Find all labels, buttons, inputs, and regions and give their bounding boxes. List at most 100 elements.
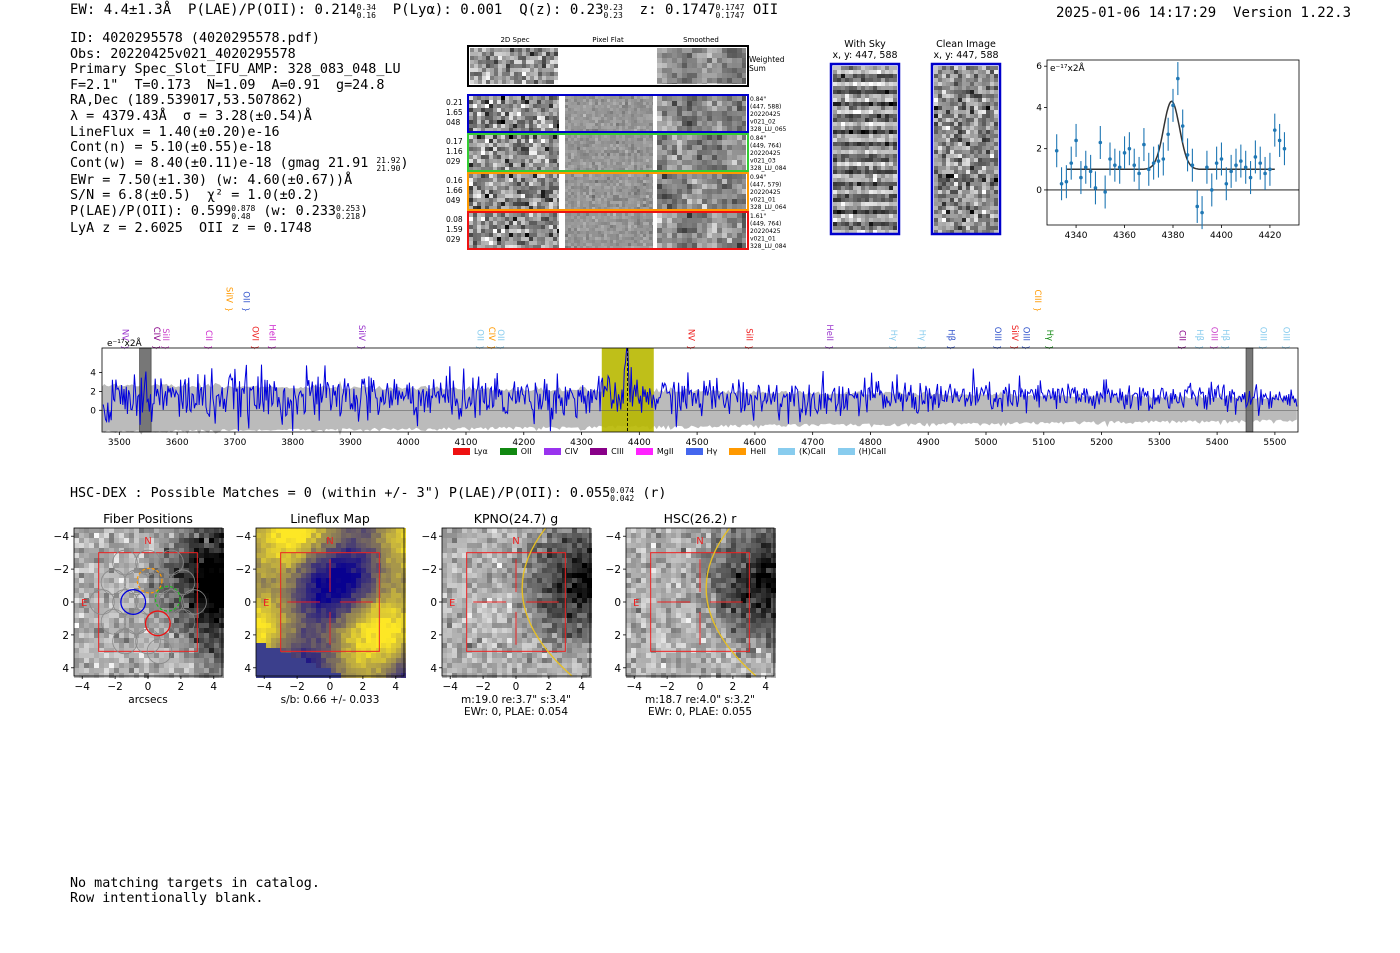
clean-pixel	[982, 150, 986, 154]
clean-pixel	[990, 122, 994, 126]
clean-pixel	[990, 222, 994, 226]
clean-pixel	[978, 98, 982, 102]
cutout-flat-pixel	[613, 228, 616, 231]
sky-pixel	[849, 214, 853, 218]
cutout-flat-pixel	[592, 180, 595, 183]
cutout-2d-pixel	[557, 151, 559, 155]
x-tick-label: 3700	[223, 438, 246, 448]
sky-pixel	[893, 74, 897, 78]
cutout-2d-pixel	[529, 206, 533, 209]
clean-pixel	[946, 226, 950, 230]
cutout-flat-pixel	[646, 120, 649, 123]
cutout-2d-pixel	[481, 104, 485, 108]
cutout-smooth-pixel	[727, 140, 732, 145]
weighted-smooth-pixel	[657, 63, 662, 68]
cutout-2d-pixel	[521, 108, 525, 112]
cutout-flat-pixel	[646, 216, 649, 219]
clean-pixel	[938, 166, 942, 170]
sky-pixel	[869, 170, 873, 174]
cutout-smooth-pixel	[707, 96, 712, 101]
cutout-2d-pixel	[525, 151, 529, 155]
weighted-2d-pixel	[534, 52, 538, 56]
cutout-flat-pixel	[622, 174, 625, 177]
cutout-flat-pixel	[646, 159, 649, 162]
cutout-flat-pixel	[634, 204, 637, 207]
cutout-smooth-pixel	[732, 101, 737, 106]
cutout-flat-pixel	[625, 219, 628, 222]
cutout-2d-pixel	[553, 202, 557, 206]
line-brace: }	[889, 345, 898, 350]
sky-panels: With Sky x, y: 447, 588 Clean Image x, y…	[829, 39, 1002, 236]
cutout-smooth-pixel	[717, 155, 722, 160]
sky-pixel	[873, 94, 877, 98]
cutout-flat-pixel	[610, 204, 613, 207]
cutout-smooth-pixel	[737, 218, 742, 223]
cutout-smooth-pixel	[732, 96, 737, 101]
weighted-smooth-pixel	[692, 73, 697, 78]
cutout-2d-pixel	[529, 159, 533, 163]
clean-pixel	[990, 102, 994, 106]
clean-pixel	[962, 182, 966, 186]
sky-pixel	[837, 146, 841, 150]
cutout-smooth-pixel	[712, 204, 717, 209]
clean-pixel	[958, 78, 962, 82]
cutout-flat-pixel	[601, 246, 604, 248]
cutout-smooth-pixel	[702, 101, 707, 106]
sky-pixel	[889, 166, 893, 170]
cutout-2d-pixel	[525, 108, 529, 112]
cutout-flat-pixel	[643, 207, 646, 209]
cutout-smooth-pixel	[677, 228, 682, 233]
cutout-flat-pixel	[628, 129, 631, 131]
cutout-flat-pixel	[574, 201, 577, 204]
thumb-pixel	[84, 533, 89, 538]
sky-pixel	[877, 146, 881, 150]
cutout-smooth-pixel	[737, 116, 742, 121]
cutout-flat-pixel	[586, 222, 589, 225]
cutout-flat-pixel	[598, 240, 601, 243]
info-contn: Cont(n) = 5.10(±0.55)e-18	[70, 140, 272, 156]
cutout-smooth-pixel	[682, 243, 687, 248]
cutout-flat-pixel	[610, 216, 613, 219]
weighted-2d-pixel	[494, 56, 498, 60]
clean-pixel	[934, 194, 938, 198]
cutout-flat-pixel	[574, 195, 577, 198]
x-tick-label: 5500	[1263, 438, 1286, 448]
cutout-smooth-pixel	[672, 184, 677, 189]
cutout-2d-pixel	[489, 120, 493, 124]
cutout-flat-pixel	[568, 201, 571, 204]
thumb-pixel	[114, 543, 119, 548]
cutout-flat-pixel	[616, 222, 619, 225]
cutout-2d-pixel	[481, 241, 485, 245]
sky-pixel	[837, 86, 841, 90]
sky-pixel	[841, 154, 845, 158]
cutout-flat-pixel	[607, 228, 610, 231]
cutout-2d-pixel	[533, 167, 537, 170]
cutout-flat-pixel	[622, 123, 625, 126]
cutout-flat-pixel	[610, 234, 613, 237]
weighted-2d-pixel	[546, 64, 550, 68]
weighted-smooth-pixel	[732, 53, 737, 58]
cutout-flat-pixel	[613, 102, 616, 105]
row-meta-r3: 20220425	[750, 228, 781, 235]
cutout-flat-pixel	[565, 147, 568, 150]
sky-pixel	[865, 106, 869, 110]
sky-pixel	[849, 78, 853, 82]
cutout-flat-pixel	[571, 225, 574, 228]
cutout-flat-pixel	[604, 192, 607, 195]
sky-pixel	[873, 130, 877, 134]
cutout-flat-pixel	[604, 123, 607, 126]
weighted-smooth-pixel	[662, 78, 667, 83]
cutout-smooth-pixel	[722, 150, 727, 155]
sky-pixel	[885, 114, 889, 118]
cutout-smooth-pixel	[697, 111, 702, 116]
cutout-2d-pixel	[481, 163, 485, 167]
clean-pixel	[986, 222, 990, 226]
clean-pixel	[970, 210, 974, 214]
legend-label: OII	[520, 447, 532, 456]
cutout-flat-pixel	[643, 138, 646, 141]
cutout-flat-pixel	[616, 237, 619, 240]
sky-pixel	[877, 162, 881, 166]
sky-pixel	[849, 182, 853, 186]
cutout-flat-pixel	[577, 183, 580, 186]
cutout-flat-pixel	[613, 240, 616, 243]
